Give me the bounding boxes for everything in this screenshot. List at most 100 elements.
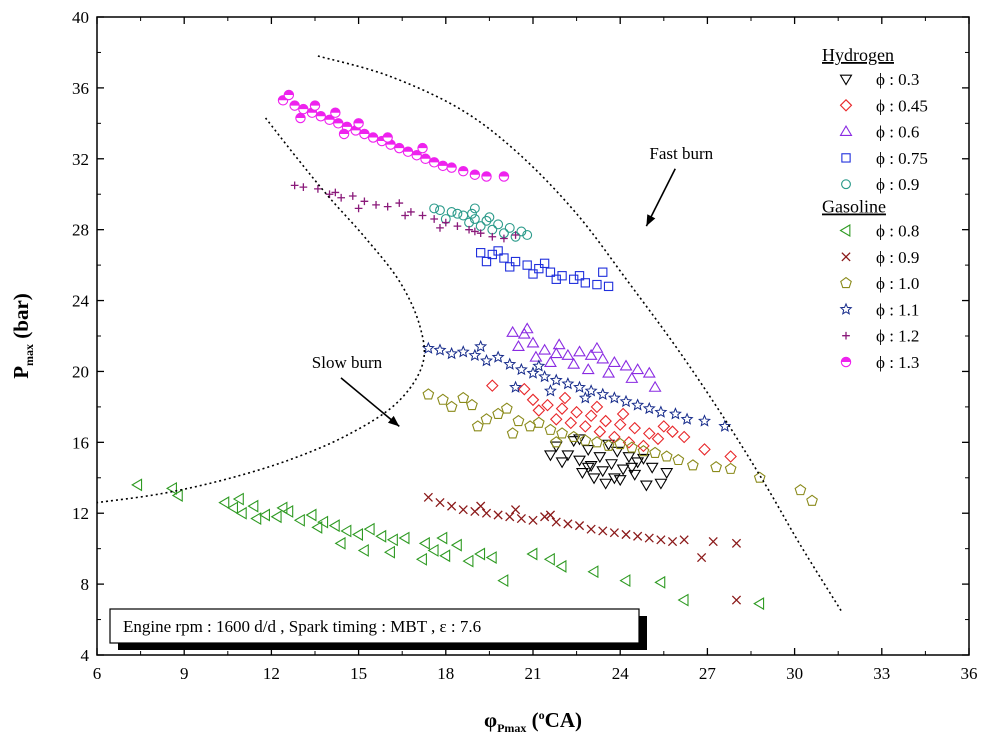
x-axis-title-sub: Pmax	[497, 721, 526, 735]
data-point	[435, 498, 445, 508]
data-point	[500, 234, 508, 243]
data-point	[753, 597, 765, 611]
data-point	[753, 471, 766, 483]
data-point	[493, 246, 503, 256]
data-point	[458, 505, 468, 515]
data-point	[841, 179, 851, 190]
data-point	[511, 231, 520, 239]
marker-fill	[330, 108, 341, 113]
annotations: Fast burn Slow burn	[312, 144, 714, 427]
data-point	[317, 515, 329, 529]
data-point	[372, 201, 380, 209]
y-tick-label: 24	[72, 292, 90, 311]
data-point	[474, 339, 488, 353]
data-point	[642, 427, 656, 440]
legend-entry-label: ϕ : 1.0	[876, 274, 919, 293]
data-point	[591, 436, 603, 448]
data-point	[469, 203, 480, 214]
series-group	[421, 339, 732, 432]
data-point	[334, 536, 346, 550]
data-point	[590, 341, 604, 353]
data-point	[839, 224, 851, 237]
data-point	[616, 407, 630, 421]
marker-fill	[420, 154, 431, 159]
marker-fill	[353, 118, 364, 124]
data-point	[330, 107, 341, 118]
x-tick-label: 30	[786, 664, 803, 683]
data-point	[543, 552, 555, 566]
data-point	[544, 423, 557, 435]
data-point	[592, 279, 602, 290]
boundary-curve	[317, 55, 842, 612]
data-point	[584, 384, 598, 397]
data-point	[608, 430, 621, 444]
data-point	[436, 531, 448, 545]
data-point	[418, 211, 427, 220]
data-point	[840, 356, 852, 368]
data-point	[575, 468, 589, 480]
data-point	[131, 478, 143, 492]
data-point	[609, 528, 619, 538]
data-point	[619, 574, 631, 588]
marker-fill	[382, 132, 393, 138]
data-point	[625, 462, 639, 474]
data-point	[429, 203, 440, 214]
x-tick-label: 12	[263, 664, 280, 683]
data-point	[328, 519, 340, 533]
data-point	[383, 545, 395, 559]
data-point	[625, 441, 638, 453]
data-point	[543, 450, 557, 462]
data-point	[218, 496, 230, 510]
data-point	[551, 517, 561, 527]
data-point	[520, 322, 534, 334]
data-point	[487, 249, 497, 260]
data-point	[598, 267, 608, 277]
data-point	[503, 357, 517, 370]
annotation-arrow-head	[387, 415, 400, 427]
marker-fill	[359, 129, 370, 134]
data-point	[637, 445, 650, 457]
data-point	[645, 462, 659, 474]
info-box-frame	[109, 608, 640, 644]
data-point	[697, 552, 707, 563]
data-point	[596, 352, 610, 364]
data-point	[428, 157, 440, 168]
data-point	[480, 354, 493, 367]
data-point	[593, 452, 607, 464]
data-point	[456, 345, 470, 358]
series-group	[422, 388, 818, 506]
data-point	[331, 188, 340, 197]
data-point	[625, 371, 639, 383]
data-point	[644, 533, 654, 543]
data-point	[561, 450, 575, 462]
marker-fill	[394, 143, 404, 149]
marker-fill	[298, 104, 309, 110]
data-point	[633, 531, 643, 541]
data-point	[383, 202, 392, 211]
data-point	[439, 549, 451, 563]
data-point	[579, 420, 592, 433]
data-point	[487, 224, 498, 235]
data-point	[603, 281, 614, 292]
data-point	[485, 551, 497, 564]
data-point	[532, 416, 545, 428]
data-point	[526, 393, 540, 407]
data-point	[305, 508, 317, 522]
axes: 6 9 12 15 18 21 24 27 30 33 36 4 8 12 16 20 24 28 32 36 40	[72, 8, 978, 683]
data-point	[469, 169, 481, 180]
data-point	[549, 373, 563, 386]
data-point	[538, 369, 552, 383]
data-point	[492, 407, 504, 419]
data-point	[677, 593, 689, 607]
data-point	[506, 427, 519, 439]
data-point	[593, 425, 607, 438]
x-tick-label: 33	[873, 664, 890, 683]
data-point	[289, 100, 300, 111]
annotation-label: Slow burn	[312, 353, 383, 372]
data-point	[298, 103, 309, 115]
data-point	[545, 267, 556, 277]
data-point	[441, 218, 450, 227]
data-point	[555, 457, 569, 469]
legend-entry-label: ϕ : 0.8	[876, 222, 919, 241]
